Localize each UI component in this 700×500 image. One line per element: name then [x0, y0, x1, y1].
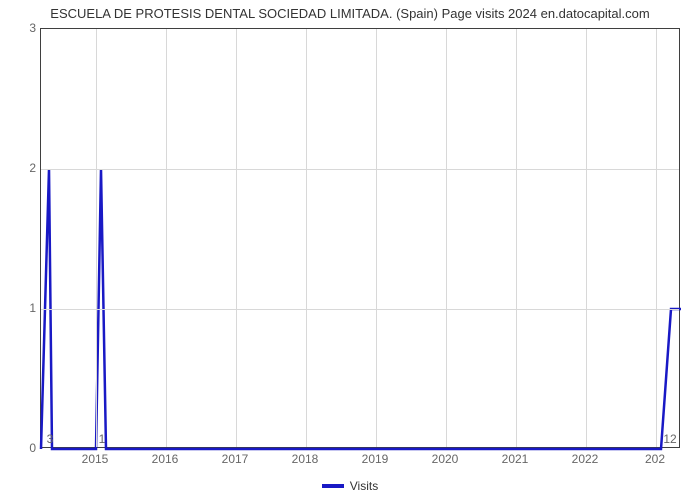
grid-line-h: [41, 309, 679, 310]
legend-swatch: [322, 484, 344, 488]
x-tick-label: 2016: [152, 452, 179, 466]
grid-line-v: [586, 29, 587, 447]
y-tick-label: 3: [18, 21, 36, 35]
point-value-label: 1: [99, 432, 106, 446]
x-tick-label: 2015: [82, 452, 109, 466]
x-tick-label: 2022: [572, 452, 599, 466]
grid-line-h: [41, 169, 679, 170]
grid-line-v: [516, 29, 517, 447]
x-tick-label: 2021: [502, 452, 529, 466]
point-value-label: 3: [47, 432, 54, 446]
grid-line-v: [236, 29, 237, 447]
x-tick-label: 2019: [362, 452, 389, 466]
chart-plot-area: [40, 28, 680, 448]
grid-line-v: [376, 29, 377, 447]
chart-legend: Visits: [0, 478, 700, 493]
grid-line-v: [166, 29, 167, 447]
y-tick-label: 1: [18, 301, 36, 315]
chart-title: ESCUELA DE PROTESIS DENTAL SOCIEDAD LIMI…: [0, 6, 700, 21]
x-tick-label: 2017: [222, 452, 249, 466]
grid-line-v: [96, 29, 97, 447]
grid-line-v: [306, 29, 307, 447]
x-tick-label: 202: [645, 452, 665, 466]
legend-label: Visits: [350, 479, 378, 493]
x-tick-label: 2018: [292, 452, 319, 466]
x-tick-label: 2020: [432, 452, 459, 466]
grid-line-v: [446, 29, 447, 447]
y-tick-label: 0: [18, 441, 36, 455]
visits-line: [41, 29, 681, 449]
y-tick-label: 2: [18, 161, 36, 175]
grid-line-v: [656, 29, 657, 447]
point-value-label: 12: [663, 432, 676, 446]
